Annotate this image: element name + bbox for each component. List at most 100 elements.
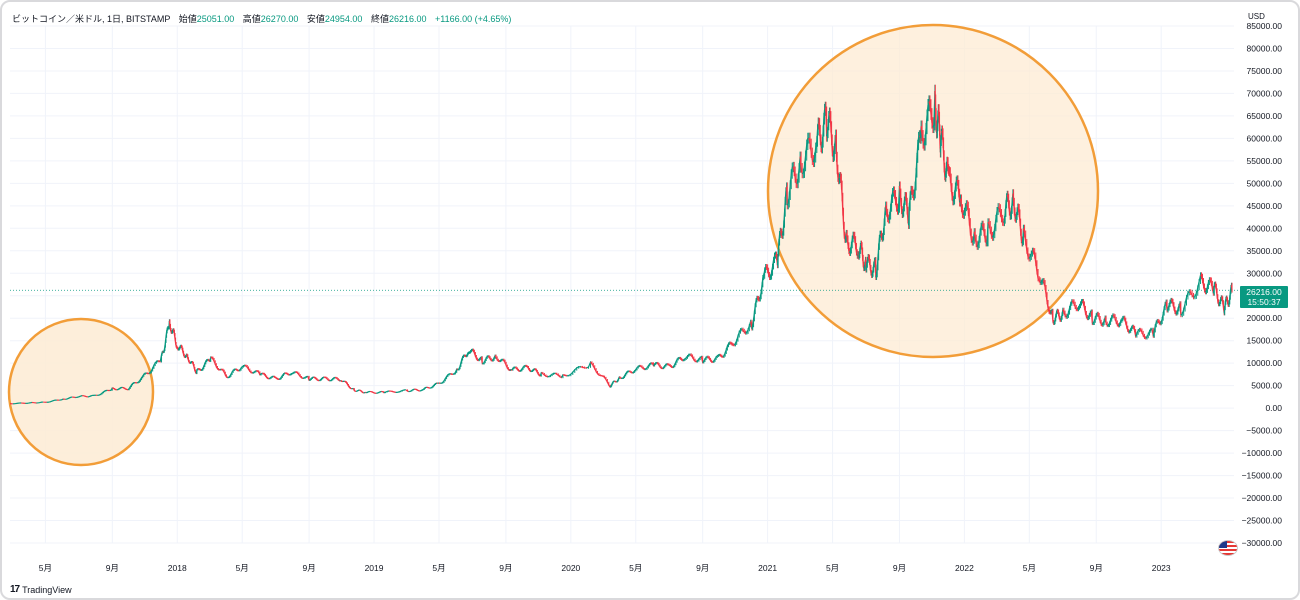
price-segment	[473, 352, 476, 357]
x-tick-label: 2022	[955, 563, 974, 573]
price-segment	[1007, 197, 1010, 205]
price-segment	[862, 257, 864, 265]
price-segment	[849, 244, 852, 251]
price-segment	[854, 239, 857, 247]
price-segment	[753, 305, 756, 313]
price-segment	[495, 357, 498, 360]
price-segment	[235, 368, 237, 371]
price-segment	[1010, 209, 1013, 216]
price-segment	[1038, 279, 1041, 283]
price-segment	[554, 372, 558, 375]
price-segment	[689, 354, 692, 356]
price-segment	[1042, 280, 1045, 283]
price-segment	[827, 116, 830, 125]
price-segment	[1144, 336, 1146, 339]
price-segment	[628, 370, 631, 373]
y-tick-label: −10000.00	[1242, 448, 1283, 458]
price-segment	[154, 361, 157, 364]
price-segment	[180, 345, 182, 348]
us-flag-icon[interactable]	[1218, 540, 1238, 556]
price-segment	[736, 335, 739, 341]
x-tick-label: 2021	[758, 563, 777, 573]
price-segment	[1209, 279, 1212, 284]
price-segment	[616, 379, 619, 382]
price-segment	[1074, 306, 1077, 310]
price-segment	[963, 207, 966, 212]
price-segment	[139, 377, 143, 380]
price-segment	[658, 365, 661, 368]
price-segment	[760, 284, 763, 293]
price-segment	[371, 391, 373, 393]
price-segment	[202, 365, 205, 369]
price-segment	[767, 270, 770, 275]
price-segment	[1222, 302, 1225, 308]
price-segment	[424, 387, 426, 389]
price-segment	[1116, 324, 1119, 327]
price-segment	[1112, 314, 1115, 317]
price-segment	[1216, 296, 1219, 302]
highlight-circle-2021[interactable]	[766, 23, 1100, 359]
price-segment	[1137, 328, 1140, 332]
price-segment	[1107, 322, 1110, 326]
price-segment	[292, 371, 295, 374]
price-segment	[685, 355, 688, 359]
symbol-title[interactable]: ビットコイン／米ドル, 1日, BITSTAMP	[12, 14, 171, 24]
highlight-circle-2017[interactable]	[7, 317, 155, 467]
price-segment	[616, 380, 618, 383]
price-segment	[747, 325, 750, 330]
price-segment	[829, 116, 832, 127]
price-segment	[1229, 287, 1232, 292]
price-segment	[430, 386, 433, 389]
price-segment	[262, 373, 265, 375]
price-segment	[902, 207, 905, 213]
price-segment	[378, 391, 381, 393]
price-segment	[1051, 310, 1054, 322]
price-segment	[977, 239, 980, 245]
price-segment	[367, 391, 369, 393]
price-segment	[289, 373, 292, 376]
price-segment	[150, 367, 154, 372]
price-segment	[1152, 330, 1155, 337]
price-segment	[1200, 276, 1204, 281]
price-segment	[898, 185, 901, 193]
price-segment	[400, 389, 403, 392]
price-segment	[981, 224, 984, 228]
x-tick-label: 2020	[561, 563, 580, 573]
price-segment	[1009, 214, 1012, 217]
price-segment	[860, 245, 863, 251]
price-segment	[163, 346, 166, 350]
price-segment	[349, 387, 351, 389]
tradingview-brand[interactable]: 17 TradingView	[10, 584, 72, 595]
price-segment	[467, 352, 469, 354]
price-segment	[508, 369, 510, 371]
price-segment	[766, 266, 769, 271]
price-segment	[576, 366, 579, 369]
price-segment	[482, 361, 485, 364]
price-segment	[853, 235, 856, 240]
price-segment	[446, 374, 449, 377]
price-segment	[1025, 242, 1028, 251]
price-segment	[1035, 263, 1038, 272]
price-segment	[835, 134, 838, 157]
price-segment	[293, 371, 296, 373]
price-segment	[1036, 271, 1039, 279]
price-segment	[265, 375, 268, 378]
price-segment	[649, 362, 652, 365]
price-segment	[1022, 228, 1026, 235]
price-segment	[1030, 250, 1033, 254]
price-segment	[809, 143, 812, 153]
price-segment	[772, 255, 776, 261]
price-segment	[1132, 326, 1135, 328]
price-segment	[188, 361, 191, 364]
price-segment	[923, 139, 926, 146]
price-segment	[276, 378, 279, 380]
price-segment	[916, 144, 919, 158]
price-segment	[130, 383, 134, 386]
price-segment	[641, 367, 644, 370]
price-segment	[175, 346, 178, 348]
price-segment	[602, 375, 605, 378]
price-segment	[128, 386, 131, 389]
price-segment	[826, 132, 828, 137]
price-segment	[899, 192, 902, 203]
